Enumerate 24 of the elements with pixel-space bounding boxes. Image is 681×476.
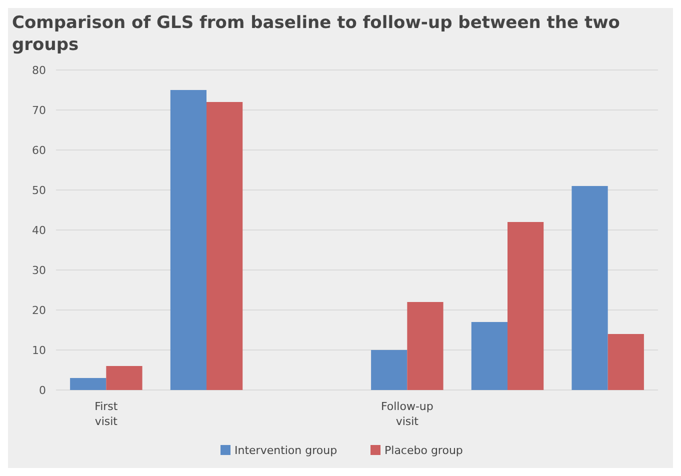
bar — [608, 334, 644, 390]
chart-title: Comparison of GLS from baseline to follow-up between the two groups — [12, 13, 620, 55]
legend-label: Placebo group — [384, 444, 463, 457]
x-tick-label: First visit — [94, 400, 118, 428]
bar — [106, 366, 142, 390]
bar — [206, 102, 243, 390]
y-tick-label: 80 — [32, 64, 46, 77]
y-tick-label: 70 — [32, 104, 46, 117]
x-tick-label: Follow-up visit — [380, 400, 434, 428]
y-tick-label: 20 — [32, 304, 46, 317]
bar — [572, 186, 608, 390]
y-tick-label: 0 — [39, 384, 46, 397]
bar — [70, 378, 106, 390]
y-tick-label: 40 — [32, 224, 46, 237]
bar — [508, 222, 544, 390]
bar — [471, 322, 508, 390]
y-tick-label: 60 — [32, 144, 46, 157]
bar — [407, 302, 444, 390]
bar — [371, 350, 408, 390]
bar — [170, 90, 206, 390]
y-tick-label: 50 — [32, 184, 46, 197]
y-tick-label: 30 — [32, 264, 46, 277]
y-tick-label: 10 — [32, 344, 46, 357]
legend-label: Intervention group — [234, 444, 338, 457]
